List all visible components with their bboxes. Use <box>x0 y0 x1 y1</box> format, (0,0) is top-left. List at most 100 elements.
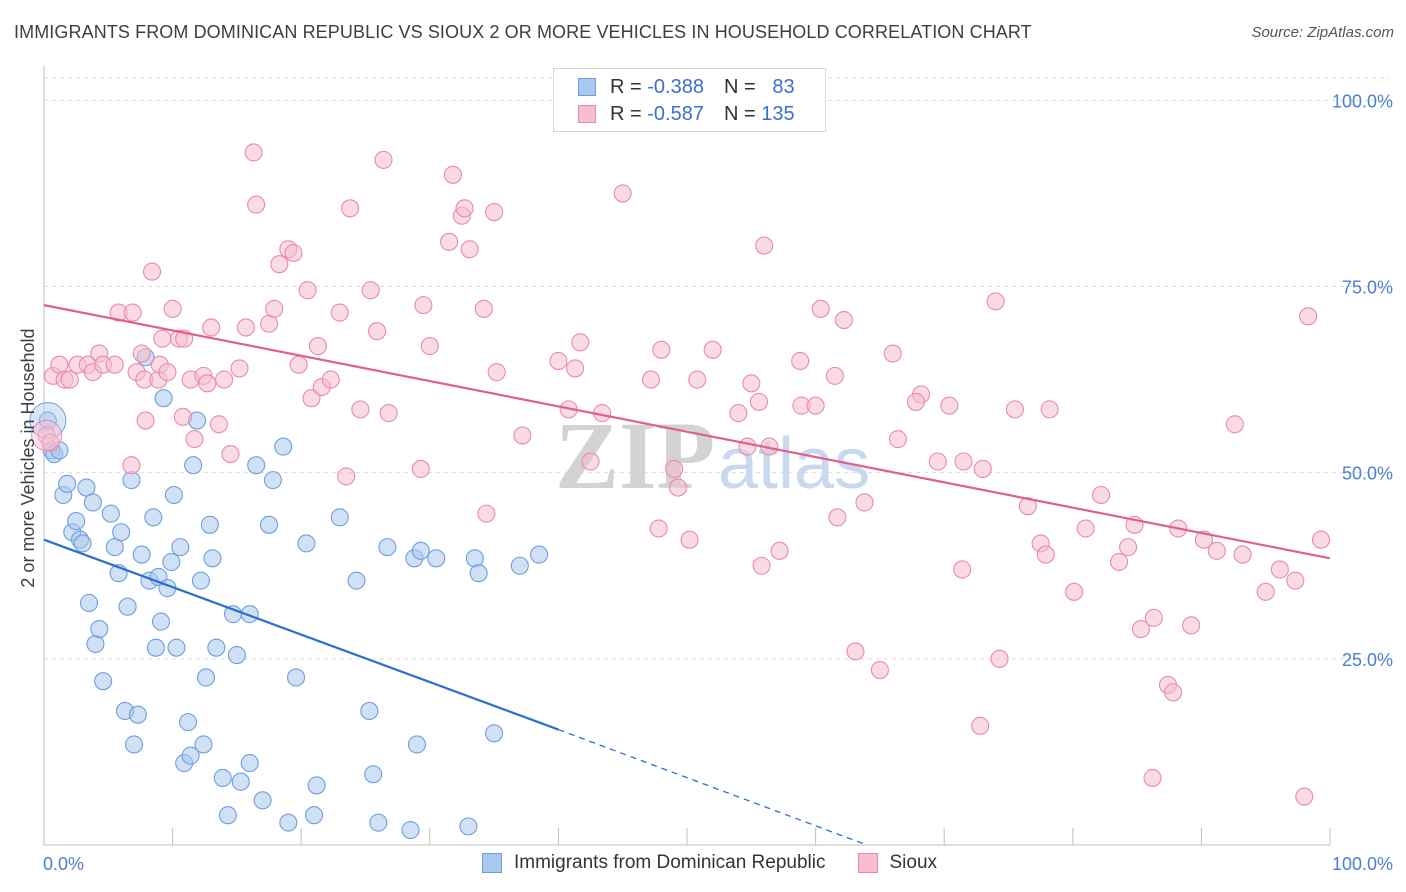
data-point-blue <box>307 776 326 795</box>
data-point-blue <box>459 817 478 836</box>
data-point-pink <box>443 165 462 184</box>
data-point-pink <box>185 430 204 449</box>
data-point-pink <box>828 508 847 527</box>
data-point-pink <box>1207 541 1226 560</box>
data-point-blue <box>162 552 181 572</box>
data-point-pink <box>549 351 568 371</box>
data-point-pink <box>411 459 430 478</box>
data-point-pink <box>330 303 349 322</box>
data-point-pink <box>132 344 151 363</box>
data-point-pink <box>652 340 671 359</box>
y-tick-label: 75.0% <box>1342 278 1393 298</box>
data-point-pink <box>60 370 79 389</box>
data-point-blue <box>469 564 488 583</box>
data-point-blue <box>427 549 446 568</box>
n-label: N = <box>723 75 756 98</box>
data-point-pink <box>888 430 907 449</box>
data-point-pink <box>270 255 289 274</box>
data-point-blue <box>200 515 219 534</box>
data-point-pink <box>142 262 162 281</box>
y-axis-title: 2 or more Vehicles in Household <box>18 328 38 587</box>
data-point-blue <box>369 813 388 832</box>
data-point-pink <box>230 359 249 378</box>
data-point-pink <box>870 660 889 680</box>
data-point-pink <box>209 415 228 434</box>
data-point-pink <box>1076 519 1095 538</box>
tick-labels: 25.0% 50.0% 75.0% 100.0% 0.0% 100.0% <box>43 91 1393 874</box>
data-point-blue <box>485 724 504 743</box>
data-point-blue <box>213 768 232 788</box>
data-point-pink <box>668 478 688 497</box>
data-point-pink <box>811 299 830 318</box>
data-point-pink <box>1065 582 1084 601</box>
data-point-pink <box>1036 545 1055 564</box>
data-point-pink <box>474 299 493 318</box>
data-point-pink <box>374 150 393 169</box>
data-point-pink <box>284 243 303 263</box>
legend-item-blue[interactable]: Immigrants from Dominican Republic <box>482 852 826 874</box>
data-point-blue <box>407 735 426 754</box>
data-point-blue <box>167 638 186 657</box>
data-point-pink <box>855 493 874 512</box>
data-point-blue <box>86 634 105 653</box>
data-point-blue <box>279 813 298 832</box>
data-point-pink <box>953 560 972 579</box>
trend-line-pink <box>43 304 1331 560</box>
legend-series: Immigrants from Dominican Republic Sioux <box>482 852 969 874</box>
data-point-pink <box>649 519 668 538</box>
data-point-pink <box>742 374 761 393</box>
data-point-blue <box>364 765 383 784</box>
data-point-pink <box>455 199 474 218</box>
data-point-pink <box>513 426 532 445</box>
data-point-blue <box>203 549 222 568</box>
data-point-pink <box>485 202 504 222</box>
data-point-blue <box>73 534 92 553</box>
data-point-pink <box>460 240 479 259</box>
data-point-pink <box>1092 485 1111 505</box>
data-point-pink <box>341 199 360 218</box>
data-point-pink <box>1299 307 1318 326</box>
data-point-pink <box>158 363 177 382</box>
data-point-blue <box>247 456 266 475</box>
data-point-pink <box>986 292 1005 311</box>
data-point-pink <box>755 236 774 255</box>
legend-swatch-pink <box>578 105 596 123</box>
data-point-blue <box>67 512 86 531</box>
data-point-pink <box>906 392 925 411</box>
data-point-blue <box>101 504 120 523</box>
data-point-pink <box>928 452 947 471</box>
data-point-pink <box>940 396 959 415</box>
data-point-blue <box>112 523 131 542</box>
watermark-zip: ZIP <box>555 402 715 509</box>
data-point-pink <box>198 374 217 393</box>
data-point-blue <box>330 508 349 527</box>
data-point-pink <box>738 437 757 456</box>
series-pink-points <box>31 143 1331 806</box>
data-point-blue <box>196 668 216 687</box>
data-point-blue <box>401 821 420 840</box>
data-point-pink <box>244 143 263 162</box>
data-point-blue <box>151 612 171 631</box>
data-point-blue <box>297 534 316 553</box>
data-point-pink <box>1256 582 1275 601</box>
data-point-blue <box>191 571 210 590</box>
legend-item-pink[interactable]: Sioux <box>857 852 937 874</box>
data-point-pink <box>361 281 380 300</box>
data-point-pink <box>665 459 684 478</box>
watermark: ZIP atlas <box>555 402 870 509</box>
data-point-pink <box>105 355 124 374</box>
data-point-blue <box>181 746 200 765</box>
data-point-blue <box>465 549 484 568</box>
data-point-pink <box>308 337 327 356</box>
data-point-blue <box>227 646 246 665</box>
data-point-pink <box>221 445 240 464</box>
data-point-pink <box>298 281 317 300</box>
data-point-pink <box>971 716 990 735</box>
series-blue-points <box>29 348 549 840</box>
data-point-pink <box>302 389 321 408</box>
data-point-blue <box>178 713 198 732</box>
data-point-pink <box>420 337 439 356</box>
data-point-pink <box>613 184 632 203</box>
data-point-pink <box>990 649 1009 668</box>
data-point-blue <box>360 701 379 721</box>
